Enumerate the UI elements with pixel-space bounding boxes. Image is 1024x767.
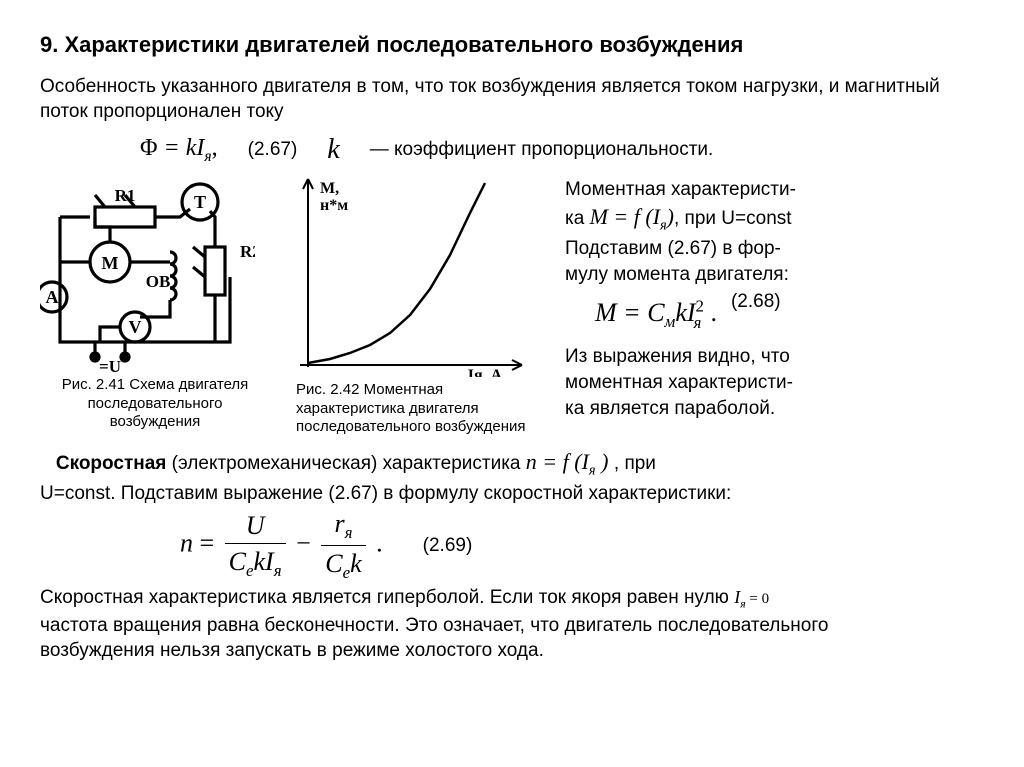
- eq-267-number: (2.67): [248, 137, 298, 163]
- moment-desc-3: , при U=const: [674, 208, 792, 229]
- svg-text:Iя, A: Iя, A: [468, 367, 503, 377]
- svg-text:V: V: [129, 317, 142, 337]
- equation-267-row: Φ = kIя, (2.67) k — коэффициент пропорци…: [140, 131, 984, 169]
- moment-desc-1: Моментная характеристи-: [565, 179, 796, 200]
- moment-conclusion-1: Из выражения видно, что: [565, 346, 790, 367]
- speed-section: Скоростная (электромеханическая) характе…: [40, 447, 984, 664]
- figure-241: T M A V R1 R2 OB =U Рис. 2.41 Схема двиг…: [40, 177, 270, 432]
- eq-268-formula: M = CмkI2я .: [595, 295, 717, 334]
- svg-text:н*м: н*м: [320, 197, 348, 214]
- moment-desc-2: ка: [565, 208, 590, 229]
- eq-267-formula: Φ = kIя,: [140, 132, 218, 167]
- moment-desc-5: мулу момента двигателя:: [565, 264, 789, 285]
- speed-conclusion: Скоростная характеристика является гипер…: [40, 585, 984, 664]
- speed-line1: Скоростная (электромеханическая) характе…: [40, 447, 984, 481]
- moment-formula-inline: M = f (Iя): [590, 204, 674, 229]
- k-description: — коэффициент пропорциональности.: [370, 137, 714, 163]
- figures-row: T M A V R1 R2 OB =U Рис. 2.41 Схема двиг…: [40, 177, 984, 437]
- figure-242: M, н*м Iя, A Рис. 2.42 Моментная характе…: [290, 177, 545, 437]
- svg-text:OB: OB: [146, 272, 171, 291]
- moment-conclusion-3: ка является параболой.: [565, 398, 775, 419]
- moment-conclusion-2: моментная характеристи-: [565, 372, 793, 393]
- svg-text:M,: M,: [320, 180, 339, 197]
- k-symbol: k: [327, 131, 339, 169]
- svg-text:R1: R1: [115, 186, 136, 205]
- speed-line2: U=const. Подставим выражение (2.67) в фо…: [40, 481, 984, 507]
- fig241-caption: Рис. 2.41 Схема двигателя последовательн…: [40, 376, 270, 432]
- eq-268-number: (2.68): [731, 289, 781, 315]
- moment-text-column: Моментная характеристи- ка M = f (Iя), п…: [565, 177, 984, 428]
- circuit-diagram-svg: T M A V R1 R2 OB =U: [40, 177, 255, 372]
- moment-chart-svg: M, н*м Iя, A: [290, 177, 530, 377]
- iya-zero: Iя = 0: [734, 587, 769, 607]
- svg-text:R2: R2: [240, 242, 255, 261]
- svg-text:A: A: [46, 287, 59, 307]
- intro-text: Особенность указанного двигателя в том, …: [40, 74, 984, 125]
- moment-desc-4: Подставим (2.67) в фор-: [565, 238, 781, 259]
- page-title: 9. Характеристики двигателей последовате…: [40, 30, 984, 60]
- svg-text:T: T: [194, 192, 206, 212]
- eq-269-formula: n = U CekIя − rя Cek .: [180, 506, 383, 585]
- svg-text:=U: =U: [99, 357, 121, 372]
- eq-269-number: (2.69): [423, 533, 473, 559]
- fig242-caption: Рис. 2.42 Моментная характеристика двига…: [290, 381, 545, 437]
- speed-formula-inline: n = f (Iя ): [526, 449, 614, 474]
- svg-text:M: M: [102, 253, 119, 273]
